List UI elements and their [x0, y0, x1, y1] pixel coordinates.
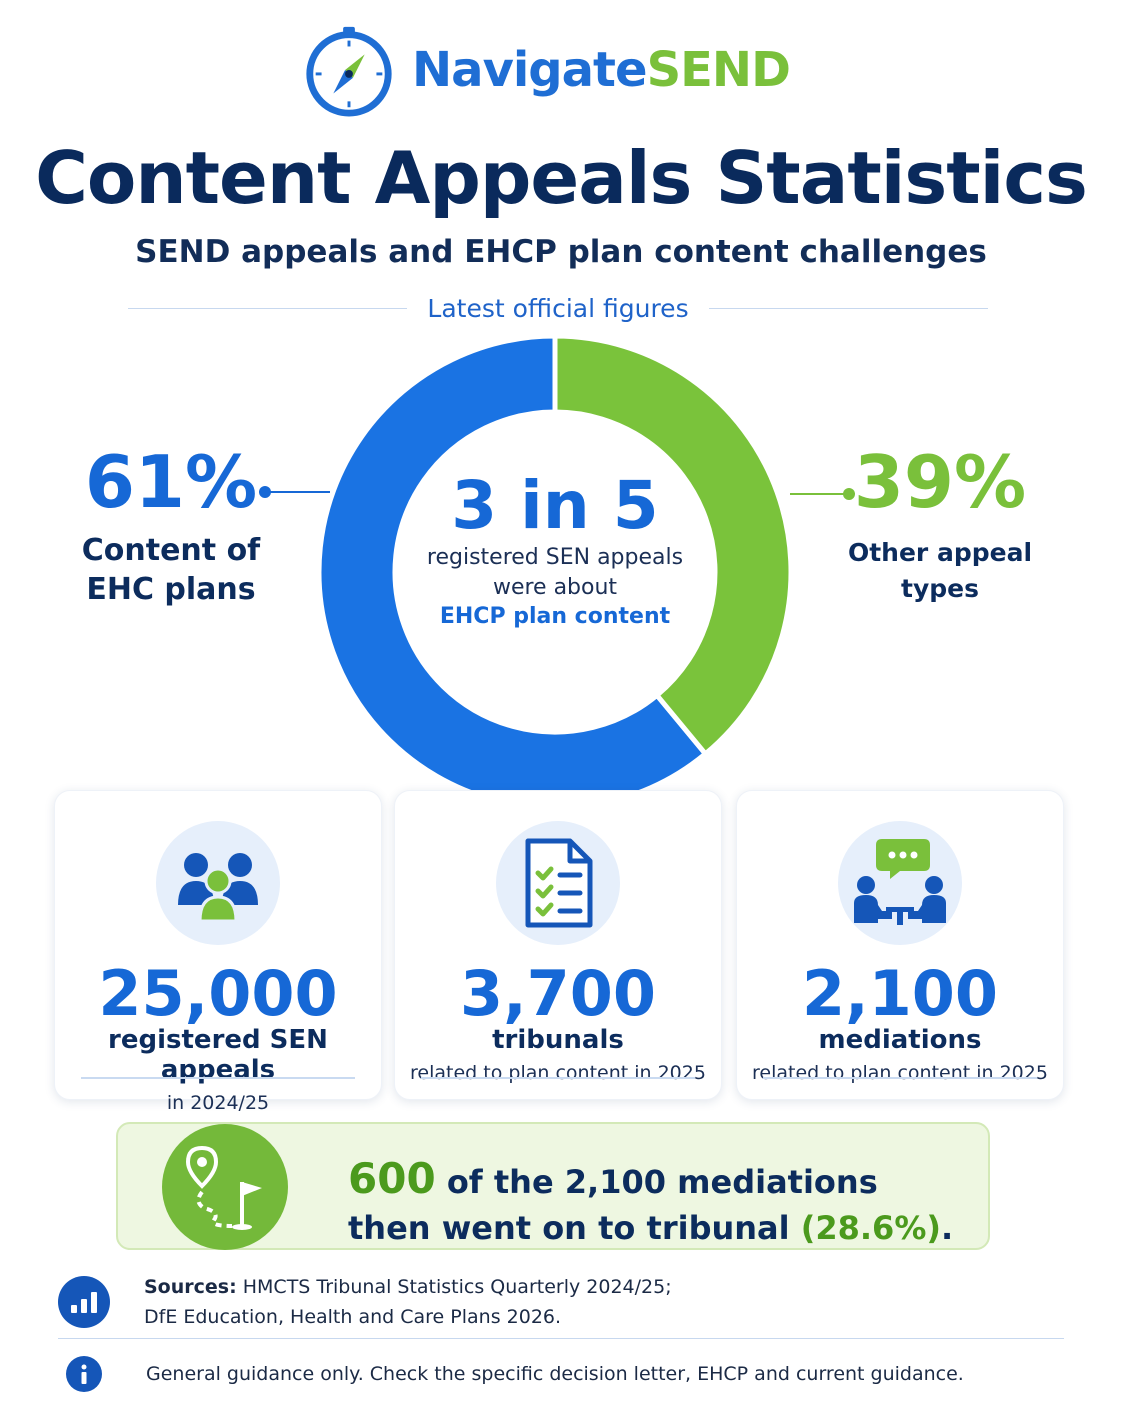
brand-logo: NavigateSEND	[300, 20, 840, 120]
card-caption: mediations	[818, 1025, 982, 1056]
connector-line-left	[268, 491, 330, 493]
donut-center-line2: were about	[492, 575, 618, 601]
sources-label: Sources:	[144, 1276, 237, 1298]
card-icon-wrap	[156, 821, 280, 945]
card-subcaption: related to plan content in 2025	[410, 1061, 706, 1084]
card-number: 25,000	[98, 957, 338, 1030]
card-icon-wrap	[496, 821, 620, 945]
card-underline	[421, 1077, 695, 1079]
page-title: Content Appeals Statistics	[35, 136, 1088, 220]
card-caption: tribunals	[492, 1025, 624, 1056]
brand-name: NavigateSEND	[412, 42, 791, 98]
stat-card-mediations: 2,100 mediations related to plan content…	[736, 790, 1064, 1100]
banner-line2-start: then went on to tribunal	[348, 1209, 801, 1248]
donut-center-stat: 3 in 5	[451, 467, 659, 544]
donut-chart	[316, 333, 794, 811]
segment-label-other: 39% Other appeal types	[835, 440, 1045, 607]
segment-pct-content: 61%	[84, 440, 258, 524]
compass-icon	[306, 26, 392, 117]
card-subcaption: in 2024/25	[166, 1091, 270, 1114]
disclaimer-text: General guidance only. Check the specifi…	[146, 1363, 964, 1385]
card-underline	[763, 1077, 1037, 1079]
card-number: 3,700	[459, 957, 657, 1030]
banner-text: 600 of the 2,100 mediations then went on…	[348, 1150, 953, 1251]
sources-text: Sources: HMCTS Tribunal Statistics Quart…	[144, 1272, 672, 1333]
sources-row: Sources: HMCTS Tribunal Statistics Quart…	[58, 1276, 672, 1333]
bar-chart-icon	[58, 1276, 110, 1328]
sources-line1-text: HMCTS Tribunal Statistics Quarterly 2024…	[236, 1276, 672, 1298]
banner-line2: then went on to tribunal (28.6%).	[348, 1207, 953, 1251]
stat-card-tribunals: 3,700 tribunals related to plan content …	[394, 790, 722, 1100]
banner-highlight: 600	[348, 1154, 436, 1203]
card-subcaption: related to plan content in 2025	[752, 1061, 1048, 1084]
card-number: 2,100	[801, 957, 999, 1030]
banner-icon-wrap	[162, 1124, 288, 1250]
section-label: Latest official figures	[427, 293, 689, 323]
page-subtitle: SEND appeals and EHCP plan content chall…	[135, 234, 987, 270]
banner-percentage: (28.6%)	[800, 1209, 941, 1248]
info-icon	[66, 1356, 102, 1392]
footer-separator	[58, 1338, 1064, 1339]
connector-line-right	[790, 493, 848, 495]
mediation-meeting-icon	[854, 839, 946, 925]
segment-desc-content-2: EHC plans	[86, 571, 256, 607]
route-flag-icon	[185, 1145, 262, 1230]
donut-center: 3 in 5 registered SEN appeals were about…	[395, 467, 715, 630]
checklist-document-icon	[525, 838, 593, 928]
disclaimer-row: General guidance only. Check the specifi…	[66, 1356, 964, 1392]
donut-segment-other	[552, 333, 794, 758]
donut-center-line1: registered SEN appeals	[426, 544, 684, 570]
donut-segment-content	[316, 333, 709, 811]
mediation-outcome-banner: 600 of the 2,100 mediations then went on…	[116, 1122, 990, 1250]
divider-line-right	[708, 307, 989, 309]
donut-center-accent: EHCP plan content	[439, 604, 671, 630]
segment-desc-content-1: Content of	[81, 532, 261, 568]
donut-hole	[397, 414, 713, 730]
connector-dot-left	[259, 486, 271, 498]
segment-desc-other-1: Other appeal	[847, 537, 1033, 567]
banner-line1-rest: of the 2,100 mediations	[435, 1163, 878, 1201]
segment-label-content: 61% Content of EHC plans	[56, 440, 286, 609]
stat-card-appeals: 25,000 registered SEN appeals in 2024/25	[54, 790, 382, 1114]
card-caption: registered SEN appeals	[108, 1025, 328, 1085]
banner-line2-end: .	[941, 1209, 954, 1248]
banner-line1: 600 of the 2,100 mediations	[348, 1150, 953, 1207]
brand-word-navigate: Navigate	[412, 42, 648, 98]
card-underline	[81, 1077, 355, 1079]
segment-desc-other-2: types	[901, 573, 979, 603]
brand-word-send: SEND	[646, 42, 791, 98]
people-group-icon	[178, 853, 258, 923]
card-icon-wrap	[838, 821, 962, 945]
divider-line-left	[128, 307, 408, 309]
section-divider: Latest official figures	[128, 288, 989, 328]
sources-line1: Sources: HMCTS Tribunal Statistics Quart…	[144, 1272, 672, 1302]
sources-line2: DfE Education, Health and Care Plans 202…	[144, 1306, 562, 1329]
connector-dot-right	[843, 488, 855, 500]
segment-pct-other: 39%	[853, 440, 1027, 524]
